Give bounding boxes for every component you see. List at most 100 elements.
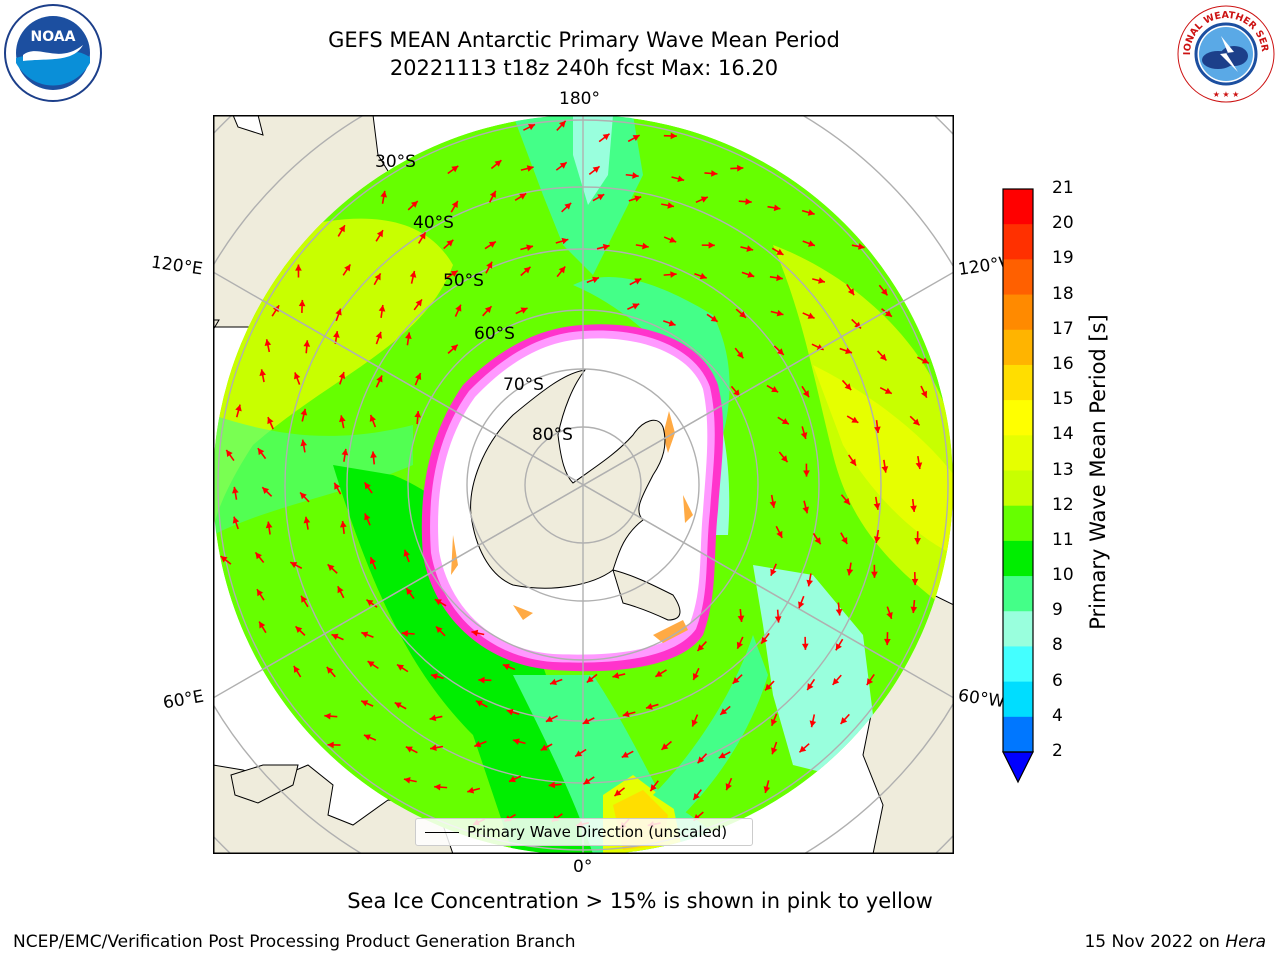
- wave-arrow-head: [747, 271, 755, 278]
- svg-text:★ ★ ★: ★ ★ ★: [1213, 90, 1240, 99]
- wave-arrow-head: [338, 225, 345, 233]
- lon-label-120e: 120°E: [149, 252, 204, 280]
- wave-arrow-head: [300, 439, 308, 447]
- lat-label-80s: 80°S: [532, 425, 573, 445]
- wave-arrow-head: [494, 160, 502, 167]
- noaa-logo-text: NOAA: [31, 29, 76, 45]
- wave-arrow-head: [807, 209, 815, 216]
- wave-arrow-head: [526, 244, 533, 252]
- wave-arrow-head: [380, 190, 388, 198]
- wave-arrow-head: [403, 777, 411, 784]
- colorbar-tick-label: 13: [1052, 459, 1074, 480]
- wave-arrow-head: [773, 204, 781, 212]
- wave-arrow-head: [763, 786, 771, 793]
- wave-arrow-head: [376, 375, 383, 383]
- lat-label-70s: 70°S: [503, 375, 544, 395]
- wave-arrow-head: [710, 315, 718, 322]
- wave-arrow-head: [235, 404, 242, 412]
- wave-arrow-head: [232, 486, 239, 494]
- wave-arrow-head: [369, 414, 376, 422]
- wave-arrow-head: [293, 372, 301, 380]
- wave-arrow-head: [327, 564, 335, 572]
- wave-arrow-head: [720, 708, 728, 715]
- wave-arrow-head: [414, 411, 422, 418]
- wave-arrow-head: [370, 451, 377, 458]
- colorbar-band: [1003, 435, 1033, 471]
- wave-arrow-head: [519, 193, 527, 200]
- wave-arrow-head: [478, 676, 485, 684]
- wave-arrow-head: [262, 487, 270, 494]
- wave-arrow-head: [290, 562, 298, 569]
- wave-arrow-head: [920, 390, 928, 398]
- wave-arrow-head: [367, 661, 375, 668]
- colorbar-tick-label: 6: [1052, 670, 1063, 691]
- colorbar-band: [1003, 470, 1033, 507]
- wave-arrow-head: [849, 458, 857, 466]
- wave-arrow-head: [255, 552, 262, 560]
- wave-arrow-head: [451, 200, 458, 208]
- wave-arrow-head: [835, 609, 843, 616]
- wave-arrow-head: [293, 665, 300, 673]
- wave-arrow-head: [843, 497, 850, 505]
- wave-arrow-head: [886, 611, 893, 619]
- wave-arrow-head: [502, 663, 510, 670]
- wave-arrow-head: [394, 702, 402, 709]
- wave-arrow-head: [645, 703, 653, 710]
- colorbar-band: [1003, 364, 1033, 401]
- wave-arrow-head: [670, 132, 677, 140]
- wave-arrow-head: [434, 599, 442, 606]
- wave-arrow-head: [333, 331, 340, 338]
- wave-arrow-head: [621, 751, 629, 758]
- colorbar-band: [1003, 681, 1033, 718]
- wave-arrow-head: [409, 270, 417, 278]
- wave-arrow-head: [883, 638, 891, 646]
- lon-label-60w: 60°W: [956, 685, 1007, 713]
- wave-arrow-head: [801, 643, 809, 650]
- wave-arrow-head: [661, 743, 669, 750]
- colorbar: [1002, 188, 1034, 784]
- colorbar-tick-label: 15: [1052, 389, 1074, 410]
- wave-arrow-head: [806, 579, 813, 587]
- wave-arrow-head: [366, 599, 374, 606]
- map-border: [213, 115, 954, 854]
- wave-arrow-head: [324, 712, 331, 720]
- lat-label-40s: 40°S: [413, 213, 454, 233]
- wave-arrow-head: [802, 390, 810, 398]
- wave-arrow-head: [363, 734, 371, 741]
- wave-arrow-head: [471, 629, 479, 637]
- wave-arrow-head: [410, 201, 418, 208]
- colorbar-tick-label: 17: [1052, 318, 1074, 339]
- colorbar-tick-label: 19: [1052, 248, 1074, 269]
- wave-arrow-head: [592, 276, 599, 284]
- wave-arrow-head: [781, 418, 789, 425]
- wave-arrow-head: [818, 277, 825, 284]
- colorbar-band: [1003, 224, 1033, 260]
- wave-arrow-head: [415, 299, 422, 307]
- wave-arrow-head: [746, 245, 754, 252]
- wave-arrow-head: [911, 578, 919, 586]
- wave-arrow-head: [303, 516, 311, 524]
- wave-arrow-head: [220, 556, 228, 563]
- wave-arrow-head: [331, 633, 339, 640]
- wave-arrow-head: [873, 536, 881, 543]
- wave-arrow-head: [711, 170, 718, 177]
- colorbar-tick-label: 2: [1052, 741, 1063, 761]
- wave-arrow-head: [265, 521, 273, 529]
- wave-arrow-head: [771, 747, 778, 755]
- sea-ice-orange: [451, 411, 693, 643]
- footer-host: Hera: [1225, 932, 1266, 952]
- wave-arrow-head: [431, 673, 438, 680]
- wave-arrow-head: [807, 683, 814, 691]
- colorbar-band: [1003, 505, 1033, 542]
- nws-logo: NATIONAL WEATHER SERVICE ★ ★ ★: [1176, 4, 1275, 103]
- wave-arrow-head: [800, 432, 808, 439]
- wave-arrow-head: [558, 266, 566, 274]
- wave-arrow-head: [434, 783, 441, 791]
- colorbar-tick-label: 21: [1052, 178, 1074, 198]
- wave-arrow-head: [881, 466, 889, 473]
- wave-arrow-head: [406, 588, 413, 596]
- wave-arrow-head: [700, 196, 708, 203]
- colorbar-tick-label: 11: [1052, 529, 1074, 550]
- wave-arrow-head: [914, 537, 921, 545]
- wave-arrow-head: [559, 162, 567, 169]
